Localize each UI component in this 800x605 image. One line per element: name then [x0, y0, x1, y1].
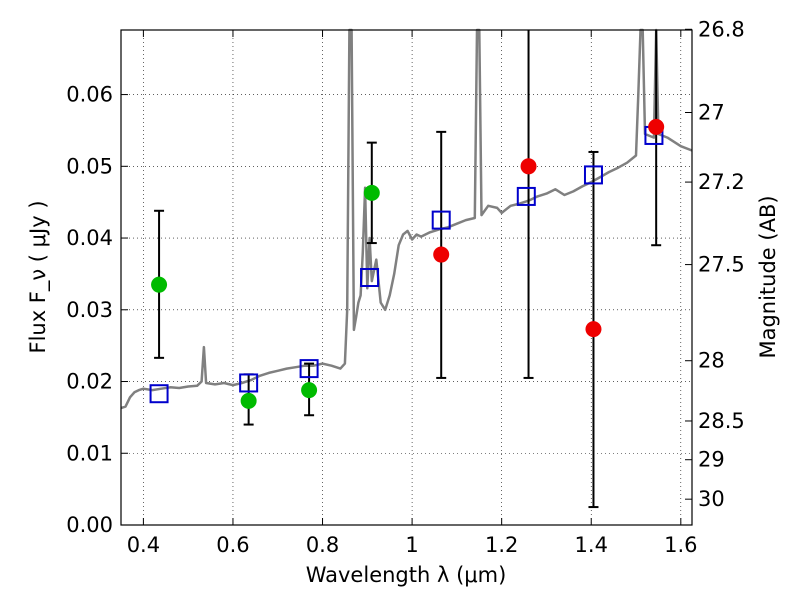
x-tick-label: 0.4 [127, 533, 160, 557]
model-square-marker [239, 373, 259, 393]
tick-layer: 0.4 0.6 0.8 1 1.2 1.4 1.6 0.00 0.01 0.02 0.03 0.04 0… [66, 17, 745, 557]
y-tick-label: 0.04 [66, 226, 113, 250]
model-square-marker [583, 165, 603, 185]
observed-point-marker [585, 321, 602, 338]
x-tick-label: 1.6 [664, 533, 697, 557]
model-square-marker [516, 186, 536, 206]
x-axis-title: Wavelength λ (μm) [306, 563, 507, 587]
right-tick-label: 28 [698, 349, 725, 373]
right-tick-label: 28.5 [698, 409, 745, 433]
model-square-marker [360, 268, 380, 287]
right-tick-label: 27 [698, 101, 725, 125]
plot-frame [120, 29, 693, 526]
y-tick-label: 0.02 [66, 370, 113, 394]
grid-layer [121, 30, 692, 526]
y-tick-label: 0.01 [66, 441, 113, 465]
y-tick-label: 0.03 [66, 298, 113, 322]
model-square-marker [299, 359, 319, 379]
y-axis-right-title: Magnitude (AB) [756, 195, 780, 358]
right-tick-label: 27.5 [698, 253, 745, 277]
right-tick-label: 27.2 [698, 170, 745, 194]
observed-point-marker [433, 246, 450, 263]
y-tick-label: 0.05 [66, 154, 113, 178]
right-tick-label: 30 [698, 487, 725, 511]
y-tick-label: 0.00 [66, 513, 113, 537]
observed-point-marker [520, 158, 537, 175]
observed-point-marker [151, 276, 168, 293]
observed-point-marker [648, 118, 665, 135]
observed-point-marker [363, 184, 380, 201]
right-tick-label: 26.8 [698, 17, 745, 41]
model-square-marker [149, 384, 169, 404]
plot-layer [120, 28, 693, 509]
x-tick-label: 1.4 [575, 533, 608, 557]
observed-point-marker [240, 392, 257, 409]
model-square-marker [431, 210, 451, 230]
x-tick-label: 0.6 [216, 533, 249, 557]
x-tick-label: 0.8 [306, 533, 339, 557]
right-tick-label: 29 [698, 448, 725, 472]
observed-point-marker [301, 382, 318, 399]
y-tick-label: 0.06 [66, 83, 113, 107]
y-axis-title: Flux F_ν ( μJy ) [26, 200, 51, 353]
x-tick-label: 1 [405, 533, 418, 557]
spectrum-line [120, 28, 693, 410]
x-tick-label: 1.2 [485, 533, 518, 557]
